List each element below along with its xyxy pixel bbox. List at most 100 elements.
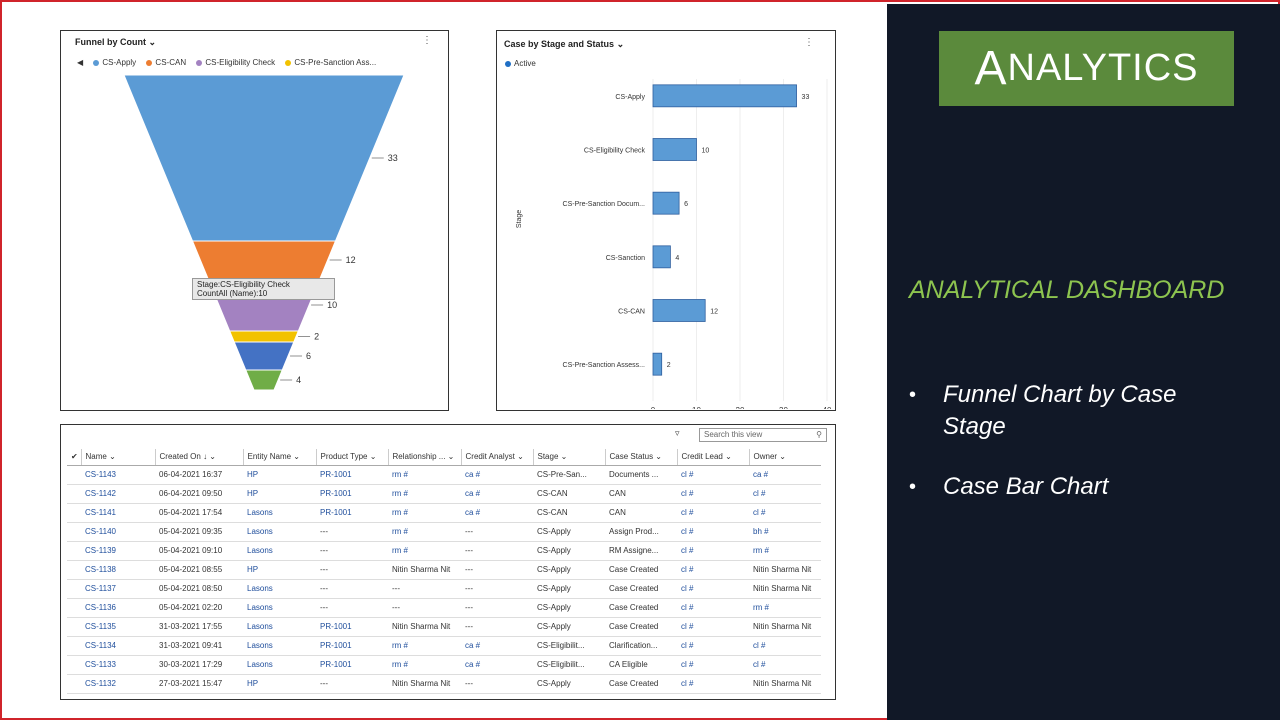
- column-header[interactable]: Relationship ... ⌄: [387, 449, 461, 466]
- legend-item-cs-eligibility[interactable]: CS-Eligibility Check: [205, 58, 276, 67]
- table-cell[interactable]: ca #: [461, 655, 533, 675]
- table-row[interactable]: CS-1136 05-04-2021 02:20 Lasons --- --- --- CS…: [67, 598, 821, 618]
- table-cell[interactable]: HP: [243, 484, 316, 504]
- row-checkbox[interactable]: [67, 465, 81, 485]
- table-cell[interactable]: PR-1001: [316, 465, 388, 485]
- table-cell[interactable]: CS-1138: [81, 560, 155, 580]
- table-row[interactable]: CS-1139 05-04-2021 09:10 Lasons --- rm # --- C…: [67, 541, 821, 561]
- row-checkbox[interactable]: [67, 636, 81, 656]
- row-checkbox[interactable]: [67, 655, 81, 675]
- bar-chart-title[interactable]: Case by Stage and Status ⌄: [504, 39, 625, 49]
- table-cell[interactable]: Lasons: [243, 503, 316, 523]
- row-checkbox[interactable]: [67, 598, 81, 618]
- column-header[interactable]: Product Type ⌄: [315, 449, 388, 466]
- table-cell[interactable]: rm #: [388, 522, 461, 542]
- table-cell[interactable]: ca #: [461, 503, 533, 523]
- table-cell[interactable]: PR-1001: [316, 655, 388, 675]
- table-cell[interactable]: bh #: [749, 522, 821, 542]
- table-row[interactable]: CS-1137 05-04-2021 08:50 Lasons --- --- --- CS…: [67, 579, 821, 599]
- table-cell[interactable]: cl #: [677, 503, 749, 523]
- table-row[interactable]: CS-1138 05-04-2021 08:55 HP --- Nitin Sharma…: [67, 560, 821, 580]
- legend-item-cs-pre-sanction[interactable]: CS-Pre-Sanction Ass...: [294, 58, 377, 67]
- table-cell[interactable]: PR-1001: [316, 484, 388, 504]
- column-header[interactable]: Credit Lead ⌄: [676, 449, 749, 466]
- column-header[interactable]: Credit Analyst ⌄: [460, 449, 533, 466]
- chevron-down-icon[interactable]: ⌄: [148, 37, 157, 47]
- column-header[interactable]: Owner ⌄: [748, 449, 821, 466]
- row-checkbox[interactable]: [67, 503, 81, 523]
- table-cell[interactable]: Lasons: [243, 598, 316, 618]
- table-cell[interactable]: ca #: [749, 465, 821, 485]
- select-all-checkbox[interactable]: ✔: [67, 449, 81, 466]
- table-cell[interactable]: CS-1132: [81, 674, 155, 694]
- table-cell[interactable]: rm #: [388, 655, 461, 675]
- table-cell[interactable]: rm #: [388, 636, 461, 656]
- table-cell[interactable]: PR-1001: [316, 503, 388, 523]
- table-cell[interactable]: cl #: [677, 484, 749, 504]
- column-header[interactable]: Name ⌄: [80, 449, 155, 466]
- row-checkbox[interactable]: [67, 484, 81, 504]
- table-row[interactable]: CS-1143 06-04-2021 16:37 HP PR-1001 rm # ca #…: [67, 465, 821, 485]
- row-checkbox[interactable]: [67, 674, 81, 694]
- table-cell[interactable]: rm #: [388, 541, 461, 561]
- row-checkbox[interactable]: [67, 560, 81, 580]
- table-cell[interactable]: HP: [243, 674, 316, 694]
- chevron-down-icon[interactable]: ⌄: [616, 39, 625, 49]
- table-cell[interactable]: cl #: [677, 560, 749, 580]
- table-cell[interactable]: HP: [243, 560, 316, 580]
- table-cell[interactable]: cl #: [677, 655, 749, 675]
- row-checkbox[interactable]: [67, 522, 81, 542]
- table-cell[interactable]: rm #: [749, 541, 821, 561]
- table-cell[interactable]: CS-1140: [81, 522, 155, 542]
- table-row[interactable]: CS-1135 31-03-2021 17:55 Lasons PR-1001 Niti…: [67, 617, 821, 637]
- table-cell[interactable]: HP: [243, 465, 316, 485]
- more-options-icon[interactable]: ⋮: [804, 37, 814, 48]
- table-cell[interactable]: CS-1143: [81, 465, 155, 485]
- table-cell[interactable]: rm #: [388, 465, 461, 485]
- table-cell[interactable]: ca #: [461, 636, 533, 656]
- filter-icon[interactable]: ▿: [675, 428, 680, 438]
- table-row[interactable]: CS-1140 05-04-2021 09:35 Lasons --- rm # --- C…: [67, 522, 821, 542]
- table-cell[interactable]: cl #: [677, 541, 749, 561]
- column-header[interactable]: Case Status ⌄: [604, 449, 677, 466]
- legend-item-cs-can[interactable]: CS-CAN: [155, 58, 187, 67]
- table-cell[interactable]: CS-1134: [81, 636, 155, 656]
- table-cell[interactable]: rm #: [388, 484, 461, 504]
- table-cell[interactable]: cl #: [677, 636, 749, 656]
- funnel-chart-title[interactable]: Funnel by Count ⌄: [75, 37, 157, 47]
- row-checkbox[interactable]: [67, 579, 81, 599]
- table-cell[interactable]: Lasons: [243, 579, 316, 599]
- table-cell[interactable]: cl #: [749, 636, 821, 656]
- column-header[interactable]: Entity Name ⌄: [242, 449, 316, 466]
- table-cell[interactable]: rm #: [749, 598, 821, 618]
- table-cell[interactable]: cl #: [749, 484, 821, 504]
- table-cell[interactable]: Lasons: [243, 541, 316, 561]
- table-cell[interactable]: CS-1137: [81, 579, 155, 599]
- legend-item-active[interactable]: Active: [514, 59, 536, 68]
- column-header[interactable]: Stage ⌄: [532, 449, 605, 466]
- table-cell[interactable]: ca #: [461, 484, 533, 504]
- table-cell[interactable]: cl #: [749, 655, 821, 675]
- legend-prev-icon[interactable]: ◀: [77, 58, 84, 67]
- more-options-icon[interactable]: ⋮: [422, 35, 432, 46]
- row-checkbox[interactable]: [67, 617, 81, 637]
- table-cell[interactable]: cl #: [677, 598, 749, 618]
- table-cell[interactable]: CS-1142: [81, 484, 155, 504]
- table-cell[interactable]: CS-1133: [81, 655, 155, 675]
- table-cell[interactable]: CS-1135: [81, 617, 155, 637]
- table-row[interactable]: CS-1142 06-04-2021 09:50 HP PR-1001 rm # ca #…: [67, 484, 821, 504]
- table-cell[interactable]: rm #: [388, 503, 461, 523]
- search-input[interactable]: Search this view ⚲: [699, 428, 827, 442]
- table-cell[interactable]: CS-1139: [81, 541, 155, 561]
- table-cell[interactable]: cl #: [677, 465, 749, 485]
- table-row[interactable]: CS-1133 30-03-2021 17:29 Lasons PR-1001 rm #…: [67, 655, 821, 675]
- table-cell[interactable]: cl #: [677, 522, 749, 542]
- table-cell[interactable]: ca #: [461, 465, 533, 485]
- table-cell[interactable]: Lasons: [243, 636, 316, 656]
- table-cell[interactable]: PR-1001: [316, 636, 388, 656]
- legend-item-cs-apply[interactable]: CS-Apply: [102, 58, 137, 67]
- table-cell[interactable]: Lasons: [243, 655, 316, 675]
- column-header[interactable]: Created On ↓ ⌄: [154, 449, 243, 466]
- table-row[interactable]: CS-1134 31-03-2021 09:41 Lasons PR-1001 rm #…: [67, 636, 821, 656]
- table-row[interactable]: CS-1141 05-04-2021 17:54 Lasons PR-1001 rm #…: [67, 503, 821, 523]
